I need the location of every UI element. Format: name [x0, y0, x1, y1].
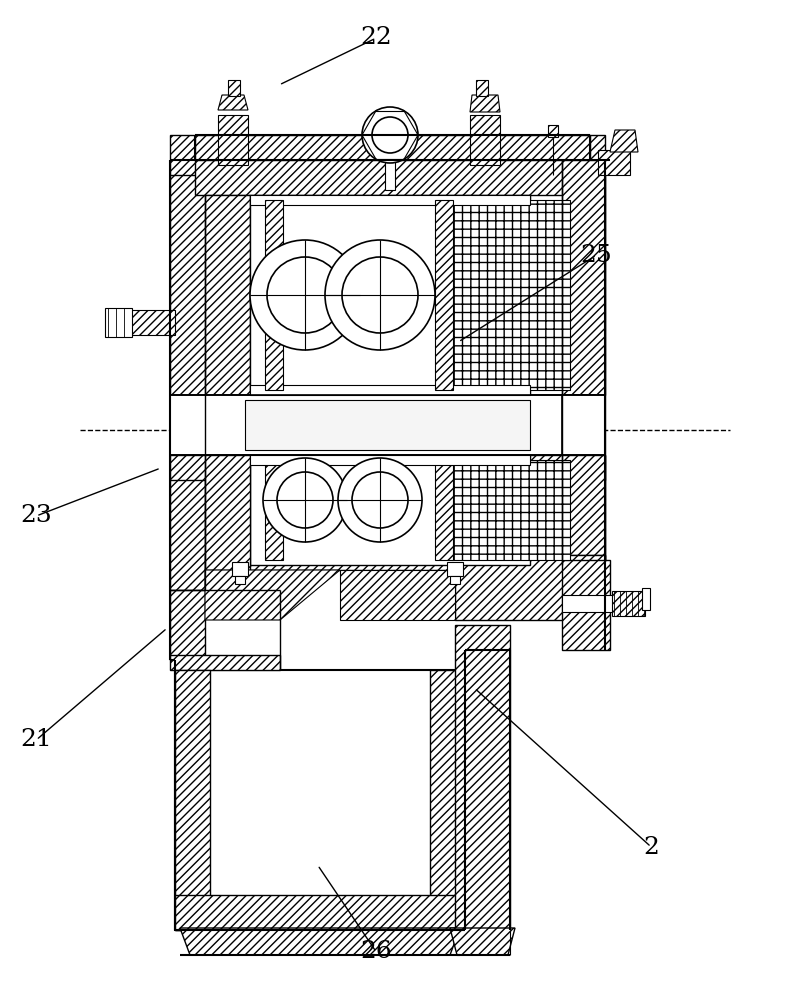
Bar: [169, 395, 604, 455]
Bar: [434, 460, 452, 560]
Polygon shape: [451, 200, 569, 390]
Polygon shape: [195, 135, 589, 160]
Polygon shape: [561, 595, 614, 612]
Bar: [561, 395, 604, 455]
Polygon shape: [250, 195, 529, 205]
Bar: [200, 160, 579, 175]
Text: 22: 22: [360, 26, 392, 49]
Polygon shape: [470, 95, 499, 112]
Circle shape: [372, 117, 407, 153]
Circle shape: [361, 107, 418, 163]
Polygon shape: [450, 928, 515, 955]
Polygon shape: [561, 160, 604, 395]
Bar: [234, 576, 245, 584]
Bar: [250, 455, 529, 565]
Bar: [250, 195, 529, 395]
Circle shape: [324, 240, 434, 350]
Polygon shape: [609, 130, 638, 152]
Bar: [245, 400, 529, 450]
Bar: [642, 588, 649, 610]
Bar: [175, 670, 464, 930]
Polygon shape: [454, 625, 509, 930]
Bar: [265, 200, 283, 390]
Polygon shape: [169, 175, 240, 400]
Text: 25: 25: [580, 243, 612, 266]
Polygon shape: [169, 135, 205, 590]
Bar: [385, 160, 394, 190]
Circle shape: [352, 472, 407, 528]
Circle shape: [341, 257, 418, 333]
Circle shape: [277, 472, 332, 528]
Bar: [446, 562, 463, 576]
Polygon shape: [180, 928, 459, 955]
Polygon shape: [611, 591, 644, 616]
Polygon shape: [218, 115, 247, 165]
Polygon shape: [169, 590, 205, 660]
Text: 23: 23: [20, 504, 52, 528]
Polygon shape: [130, 310, 175, 335]
Polygon shape: [250, 385, 529, 395]
Polygon shape: [169, 655, 279, 670]
Bar: [265, 460, 283, 560]
Circle shape: [337, 458, 422, 542]
Polygon shape: [205, 555, 604, 570]
Polygon shape: [454, 555, 604, 620]
Bar: [228, 80, 240, 96]
Polygon shape: [561, 455, 604, 565]
Polygon shape: [195, 160, 569, 195]
Bar: [434, 200, 452, 390]
Polygon shape: [218, 95, 247, 110]
Polygon shape: [175, 895, 464, 930]
Circle shape: [267, 257, 343, 333]
Polygon shape: [169, 455, 604, 480]
Polygon shape: [569, 135, 604, 560]
Polygon shape: [205, 570, 340, 620]
Text: 26: 26: [360, 940, 392, 964]
Bar: [548, 125, 557, 137]
Polygon shape: [205, 195, 250, 395]
Polygon shape: [175, 670, 210, 930]
Polygon shape: [430, 670, 464, 930]
Polygon shape: [105, 308, 132, 337]
Text: 2: 2: [642, 836, 658, 858]
Bar: [450, 576, 459, 584]
Bar: [475, 80, 487, 96]
Polygon shape: [597, 150, 630, 175]
Circle shape: [263, 458, 347, 542]
Polygon shape: [470, 115, 499, 165]
Bar: [232, 562, 247, 576]
Polygon shape: [451, 460, 569, 560]
Polygon shape: [250, 455, 529, 465]
Circle shape: [250, 240, 360, 350]
Polygon shape: [561, 560, 609, 650]
Text: 21: 21: [20, 728, 52, 752]
Polygon shape: [205, 455, 250, 570]
Polygon shape: [340, 570, 454, 620]
